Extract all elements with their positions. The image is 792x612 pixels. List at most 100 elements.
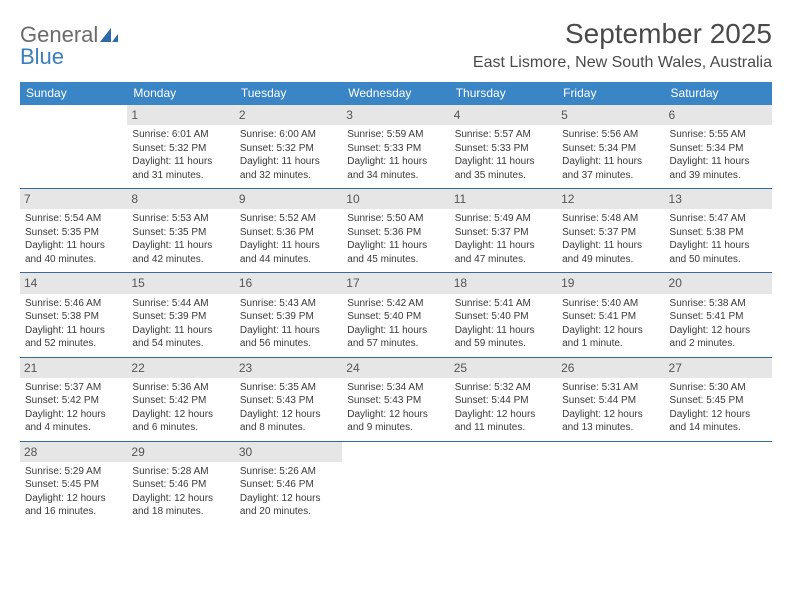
sunrise-text: Sunrise: 5:40 AM <box>562 297 659 311</box>
calendar-day-cell: 29Sunrise: 5:28 AMSunset: 5:46 PMDayligh… <box>127 442 234 525</box>
calendar-day-cell: 20Sunrise: 5:38 AMSunset: 5:41 PMDayligh… <box>665 273 772 356</box>
calendar-day-cell: 13Sunrise: 5:47 AMSunset: 5:38 PMDayligh… <box>665 189 772 272</box>
sunrise-text: Sunrise: 5:37 AM <box>25 381 122 395</box>
sunset-text: Sunset: 5:32 PM <box>132 142 229 156</box>
location-subtitle: East Lismore, New South Wales, Australia <box>473 54 772 72</box>
sunset-text: Sunset: 5:46 PM <box>240 478 337 492</box>
sunset-text: Sunset: 5:34 PM <box>562 142 659 156</box>
day-number: 7 <box>20 189 127 209</box>
day-number: 1 <box>127 105 234 125</box>
day-number: 11 <box>450 189 557 209</box>
daylight-text: Daylight: 11 hours and 49 minutes. <box>562 239 659 266</box>
day-number: 3 <box>342 105 449 125</box>
sunset-text: Sunset: 5:44 PM <box>562 394 659 408</box>
calendar-day-cell <box>342 442 449 525</box>
day-number: 22 <box>127 358 234 378</box>
calendar-day-cell: 21Sunrise: 5:37 AMSunset: 5:42 PMDayligh… <box>20 358 127 441</box>
calendar-day-cell: 27Sunrise: 5:30 AMSunset: 5:45 PMDayligh… <box>665 358 772 441</box>
daylight-text: Daylight: 12 hours and 18 minutes. <box>132 492 229 519</box>
weekday-header: Saturday <box>665 82 772 105</box>
sunset-text: Sunset: 5:41 PM <box>670 310 767 324</box>
sunset-text: Sunset: 5:43 PM <box>347 394 444 408</box>
day-number: 30 <box>235 442 342 462</box>
sunrise-text: Sunrise: 6:00 AM <box>240 128 337 142</box>
sunset-text: Sunset: 5:43 PM <box>240 394 337 408</box>
sunset-text: Sunset: 5:42 PM <box>25 394 122 408</box>
day-number: 2 <box>235 105 342 125</box>
calendar-day-cell: 11Sunrise: 5:49 AMSunset: 5:37 PMDayligh… <box>450 189 557 272</box>
weekday-header: Wednesday <box>342 82 449 105</box>
sunrise-text: Sunrise: 5:42 AM <box>347 297 444 311</box>
daylight-text: Daylight: 11 hours and 34 minutes. <box>347 155 444 182</box>
sunrise-text: Sunrise: 5:57 AM <box>455 128 552 142</box>
daylight-text: Daylight: 12 hours and 13 minutes. <box>562 408 659 435</box>
sunset-text: Sunset: 5:35 PM <box>132 226 229 240</box>
day-number: 27 <box>665 358 772 378</box>
daylight-text: Daylight: 11 hours and 59 minutes. <box>455 324 552 351</box>
sunrise-text: Sunrise: 5:32 AM <box>455 381 552 395</box>
daylight-text: Daylight: 11 hours and 47 minutes. <box>455 239 552 266</box>
sunset-text: Sunset: 5:40 PM <box>347 310 444 324</box>
calendar-day-cell: 6Sunrise: 5:55 AMSunset: 5:34 PMDaylight… <box>665 105 772 188</box>
day-number: 24 <box>342 358 449 378</box>
calendar-day-cell: 7Sunrise: 5:54 AMSunset: 5:35 PMDaylight… <box>20 189 127 272</box>
weekday-header: Tuesday <box>235 82 342 105</box>
calendar-day-cell: 25Sunrise: 5:32 AMSunset: 5:44 PMDayligh… <box>450 358 557 441</box>
calendar-page: General Blue September 2025 East Lismore… <box>0 0 792 535</box>
day-number: 13 <box>665 189 772 209</box>
day-number: 23 <box>235 358 342 378</box>
daylight-text: Daylight: 11 hours and 31 minutes. <box>132 155 229 182</box>
calendar-day-cell: 18Sunrise: 5:41 AMSunset: 5:40 PMDayligh… <box>450 273 557 356</box>
day-number: 4 <box>450 105 557 125</box>
calendar-week-row: 28Sunrise: 5:29 AMSunset: 5:45 PMDayligh… <box>20 442 772 525</box>
calendar-day-cell: 17Sunrise: 5:42 AMSunset: 5:40 PMDayligh… <box>342 273 449 356</box>
day-number: 8 <box>127 189 234 209</box>
sunset-text: Sunset: 5:42 PM <box>132 394 229 408</box>
calendar-week-row: 14Sunrise: 5:46 AMSunset: 5:38 PMDayligh… <box>20 273 772 357</box>
daylight-text: Daylight: 12 hours and 6 minutes. <box>132 408 229 435</box>
calendar-day-cell: 2Sunrise: 6:00 AMSunset: 5:32 PMDaylight… <box>235 105 342 188</box>
calendar-day-cell: 19Sunrise: 5:40 AMSunset: 5:41 PMDayligh… <box>557 273 664 356</box>
page-title: September 2025 <box>473 18 772 50</box>
weekday-header: Friday <box>557 82 664 105</box>
sunset-text: Sunset: 5:37 PM <box>562 226 659 240</box>
day-number: 16 <box>235 273 342 293</box>
calendar-day-cell: 12Sunrise: 5:48 AMSunset: 5:37 PMDayligh… <box>557 189 664 272</box>
daylight-text: Daylight: 11 hours and 37 minutes. <box>562 155 659 182</box>
daylight-text: Daylight: 11 hours and 57 minutes. <box>347 324 444 351</box>
sunrise-text: Sunrise: 5:34 AM <box>347 381 444 395</box>
calendar-day-cell: 15Sunrise: 5:44 AMSunset: 5:39 PMDayligh… <box>127 273 234 356</box>
sunrise-text: Sunrise: 5:44 AM <box>132 297 229 311</box>
sunrise-text: Sunrise: 5:47 AM <box>670 212 767 226</box>
sunset-text: Sunset: 5:45 PM <box>670 394 767 408</box>
daylight-text: Daylight: 12 hours and 20 minutes. <box>240 492 337 519</box>
day-number: 18 <box>450 273 557 293</box>
day-number: 12 <box>557 189 664 209</box>
logo: General Blue <box>20 18 118 68</box>
sunrise-text: Sunrise: 5:54 AM <box>25 212 122 226</box>
calendar-week-row: 1Sunrise: 6:01 AMSunset: 5:32 PMDaylight… <box>20 105 772 189</box>
sunrise-text: Sunrise: 5:52 AM <box>240 212 337 226</box>
sunset-text: Sunset: 5:36 PM <box>347 226 444 240</box>
sunrise-text: Sunrise: 5:46 AM <box>25 297 122 311</box>
daylight-text: Daylight: 11 hours and 32 minutes. <box>240 155 337 182</box>
daylight-text: Daylight: 11 hours and 50 minutes. <box>670 239 767 266</box>
calendar-day-cell: 10Sunrise: 5:50 AMSunset: 5:36 PMDayligh… <box>342 189 449 272</box>
weekday-header: Thursday <box>450 82 557 105</box>
calendar-day-cell: 24Sunrise: 5:34 AMSunset: 5:43 PMDayligh… <box>342 358 449 441</box>
sunrise-text: Sunrise: 6:01 AM <box>132 128 229 142</box>
sunset-text: Sunset: 5:34 PM <box>670 142 767 156</box>
daylight-text: Daylight: 11 hours and 44 minutes. <box>240 239 337 266</box>
sunrise-text: Sunrise: 5:36 AM <box>132 381 229 395</box>
sunrise-text: Sunrise: 5:50 AM <box>347 212 444 226</box>
sunrise-text: Sunrise: 5:35 AM <box>240 381 337 395</box>
daylight-text: Daylight: 12 hours and 16 minutes. <box>25 492 122 519</box>
day-number: 20 <box>665 273 772 293</box>
title-block: September 2025 East Lismore, New South W… <box>473 18 772 72</box>
calendar-day-cell: 16Sunrise: 5:43 AMSunset: 5:39 PMDayligh… <box>235 273 342 356</box>
sunset-text: Sunset: 5:44 PM <box>455 394 552 408</box>
day-number: 21 <box>20 358 127 378</box>
calendar-day-cell: 26Sunrise: 5:31 AMSunset: 5:44 PMDayligh… <box>557 358 664 441</box>
sunrise-text: Sunrise: 5:49 AM <box>455 212 552 226</box>
calendar-day-cell: 23Sunrise: 5:35 AMSunset: 5:43 PMDayligh… <box>235 358 342 441</box>
